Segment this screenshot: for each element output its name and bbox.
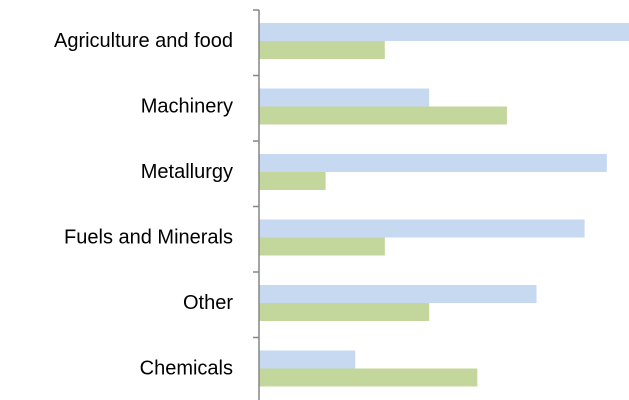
bar-fuels-and-minerals-series-1	[259, 219, 585, 238]
category-label-machinery: Machinery	[141, 96, 233, 118]
bar-machinery-series-1	[259, 88, 430, 107]
bar-chemicals-series-1	[259, 350, 356, 369]
category-label-agriculture-and-food: Agriculture and food	[54, 30, 233, 52]
bar-other-series-2	[259, 303, 430, 321]
category-axis	[253, 9, 260, 400]
bar-agriculture-and-food-series-2	[259, 41, 385, 59]
bar-metallurgy-series-2	[259, 172, 326, 190]
bars-group	[259, 23, 629, 387]
category-label-other: Other	[183, 292, 233, 314]
category-label-metallurgy: Metallurgy	[141, 161, 233, 183]
category-label-fuels-and-minerals: Fuels and Minerals	[64, 227, 233, 249]
bar-agriculture-and-food-series-1	[259, 23, 629, 41]
category-label-chemicals: Chemicals	[140, 358, 233, 380]
bar-fuels-and-minerals-series-2	[259, 237, 385, 256]
category-labels: Agriculture and food Machinery Metallurgy F…	[54, 30, 233, 380]
bar-metallurgy-series-1	[259, 154, 607, 172]
bar-machinery-series-2	[259, 106, 507, 125]
bar-other-series-1	[259, 285, 537, 303]
bar-chemicals-series-2	[259, 368, 478, 387]
